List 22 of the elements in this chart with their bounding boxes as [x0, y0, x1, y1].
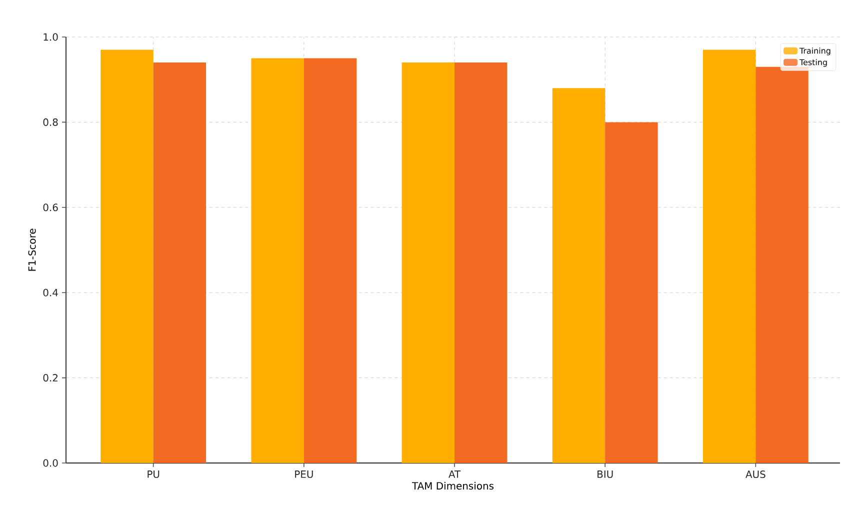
- bar: [702, 50, 756, 463]
- x-tick-label: PU: [148, 470, 160, 478]
- bar: [552, 88, 606, 463]
- bar: [605, 122, 658, 463]
- y-tick-label: 1.0: [44, 33, 58, 41]
- x-tick-label: BIU: [598, 470, 613, 478]
- bar: [304, 58, 357, 463]
- x-tick-label: AUS: [746, 470, 766, 478]
- y-tick-label: 0.4: [43, 288, 58, 296]
- x-tick-label: AT: [448, 470, 461, 478]
- y-tick-label: 0.6: [43, 204, 58, 212]
- x-axis-title: TAM Dimensions: [412, 482, 494, 490]
- bar: [251, 58, 304, 463]
- y-axis-title: F1-Score: [28, 228, 36, 271]
- bar: [100, 50, 154, 463]
- bar: [153, 62, 206, 463]
- y-tick-label: 0.2: [43, 374, 58, 382]
- bar: [402, 62, 455, 463]
- x-tick-label: PEU: [295, 470, 313, 478]
- bar: [454, 62, 508, 463]
- y-tick-label: 0.0: [43, 459, 58, 467]
- y-tick-label: 0.8: [43, 118, 58, 126]
